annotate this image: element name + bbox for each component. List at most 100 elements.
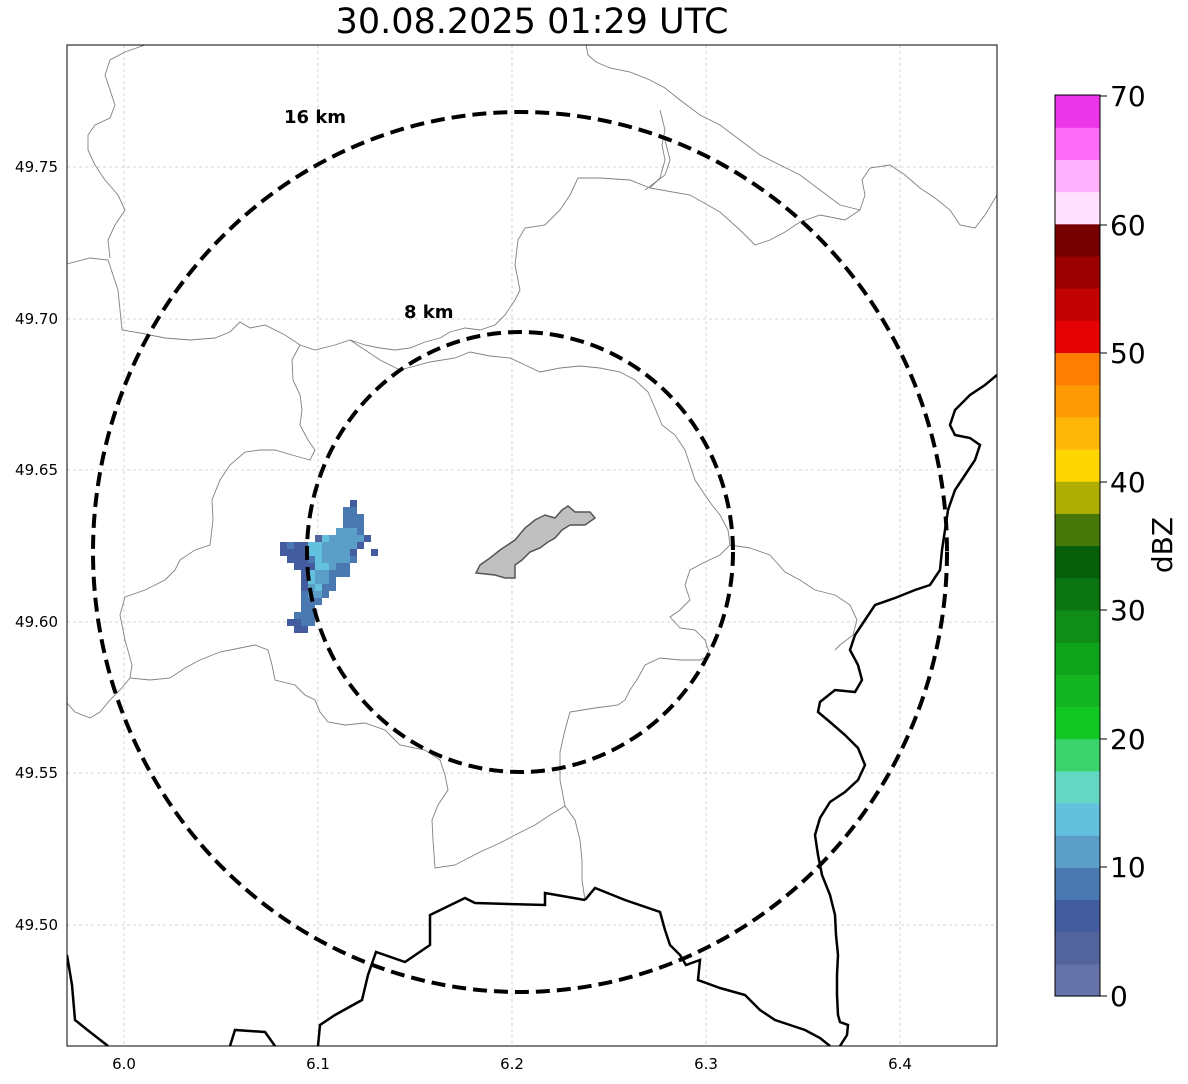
echo-cell [301, 563, 308, 570]
echo-cell [301, 612, 308, 619]
echo-cell [294, 549, 301, 556]
echo-cell [329, 556, 336, 563]
echo-cell [357, 535, 364, 542]
colorbar-tick-label: 50 [1110, 337, 1146, 370]
colorbar-segment [1055, 352, 1100, 386]
colorbar-segment [1055, 802, 1100, 836]
colorbar-segment [1055, 931, 1100, 965]
echo-cell [350, 542, 357, 549]
echo-cell [315, 584, 322, 591]
echo-cell [308, 563, 315, 570]
echo-cell [329, 535, 336, 542]
echo-cell [294, 563, 301, 570]
colorbar-segment [1055, 416, 1100, 450]
colorbar-segment [1055, 320, 1100, 354]
echo-cell [287, 542, 294, 549]
echo-cell [371, 549, 378, 556]
echo-cell [308, 570, 315, 577]
colorbar-segment [1055, 609, 1100, 643]
echo-cell [308, 542, 315, 549]
colorbar-segment [1055, 481, 1100, 514]
colorbar-segment [1055, 127, 1100, 160]
colorbar-segment [1055, 159, 1100, 193]
echo-cell [343, 542, 350, 549]
echo-cell [308, 612, 315, 619]
range-ring-16km [91, 110, 949, 994]
echo-cell [329, 563, 336, 570]
echo-cell [315, 563, 322, 570]
echo-cell [308, 619, 315, 626]
y-tick-label: 49.60 [15, 613, 58, 631]
echo-cell [315, 535, 322, 542]
echo-cell [343, 507, 350, 514]
range-ring-label-16km: 16 km [284, 107, 346, 128]
colorbar-tick-label: 70 [1110, 80, 1146, 113]
echo-cell [308, 577, 315, 584]
echo-cell [336, 528, 343, 535]
echo-cell [343, 514, 350, 521]
echo-cell [294, 619, 301, 626]
colorbar-segment [1055, 577, 1100, 611]
colorbar-segment [1055, 706, 1100, 740]
map-frame [66, 44, 998, 1047]
echo-cell [343, 535, 350, 542]
colorbar-segment [1055, 191, 1100, 225]
echo-cell [343, 556, 350, 563]
echo-cell [294, 612, 301, 619]
echo-cell [287, 556, 294, 563]
y-tick-label: 49.55 [15, 764, 58, 782]
x-tick-label: 6.0 [112, 1055, 136, 1073]
colorbar-segment [1055, 867, 1100, 901]
y-tick-label: 49.75 [15, 158, 58, 176]
national-border [67, 374, 997, 1046]
echo-cell [350, 500, 357, 507]
colorbar-segment [1055, 513, 1100, 547]
colorbar-segment [1055, 674, 1100, 707]
range-ring-label-8km: 8 km [404, 302, 454, 323]
echo-cell [357, 521, 364, 528]
colorbar-tick-label: 60 [1110, 209, 1146, 242]
echo-cell [364, 535, 371, 542]
echo-cell [357, 528, 364, 535]
echo-cell [336, 570, 343, 577]
colorbar-segment [1055, 899, 1100, 933]
echo-cell [322, 584, 329, 591]
echo-cell [301, 577, 308, 584]
x-tick-label: 6.4 [888, 1055, 912, 1073]
echo-cell [329, 584, 336, 591]
echo-cell [301, 626, 308, 633]
echo-cell [350, 528, 357, 535]
echo-cell [280, 549, 287, 556]
echo-cell [350, 507, 357, 514]
colorbar-segment [1055, 288, 1100, 321]
echo-cell [336, 563, 343, 570]
echo-cell [329, 542, 336, 549]
range-rings: 16 km 8 km [91, 107, 949, 994]
echo-cell [343, 549, 350, 556]
echo-cell [287, 549, 294, 556]
echo-cell [329, 549, 336, 556]
colorbar-segments [1055, 95, 1100, 997]
y-axis: 49.75 49.70 49.65 49.60 49.55 49.50 [15, 158, 58, 934]
colorbar-segment [1055, 448, 1100, 482]
colorbar-ticks [1100, 95, 1107, 997]
echo-cell [301, 570, 308, 577]
echo-cell [322, 542, 329, 549]
echo-cell [294, 556, 301, 563]
colorbar-segment [1055, 545, 1100, 579]
colorbar-segment [1055, 963, 1100, 997]
colorbar-segment [1055, 255, 1100, 289]
x-tick-label: 6.2 [500, 1055, 524, 1073]
echo-cell [301, 549, 308, 556]
colorbar-tick-label: 30 [1110, 594, 1146, 627]
colorbar-segment [1055, 642, 1100, 675]
echo-cell [350, 521, 357, 528]
echo-cell [336, 542, 343, 549]
echo-cell [350, 556, 357, 563]
echo-cell [329, 570, 336, 577]
x-axis: 6.0 6.1 6.2 6.3 6.4 [112, 1055, 912, 1073]
echo-cell [336, 535, 343, 542]
y-tick-label: 49.65 [15, 461, 58, 479]
colorbar-label: dBZ [1146, 517, 1179, 573]
echo-cell [315, 591, 322, 598]
